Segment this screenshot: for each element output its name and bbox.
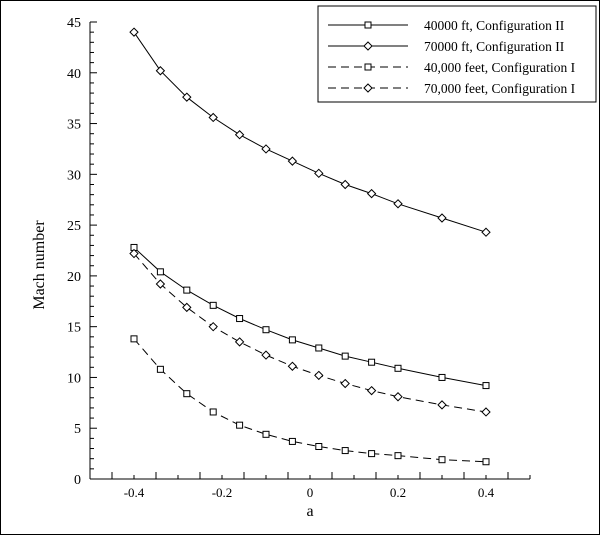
legend-entry-label: 70,000 feet, Configuration I <box>424 81 576 96</box>
y-tick-label: 10 <box>67 371 81 386</box>
data-point-diamond <box>234 337 245 347</box>
data-point-square <box>394 452 402 460</box>
data-point-square <box>156 268 164 276</box>
data-point-square <box>236 421 244 429</box>
legend-entry-label: 40000 ft, Configuration II <box>424 18 565 33</box>
data-point-diamond <box>155 279 166 289</box>
legend-entry-label: 70000 ft, Configuration II <box>424 39 565 54</box>
y-tick-label: 0 <box>74 473 81 488</box>
data-point-square <box>341 447 349 455</box>
data-point-square <box>364 21 372 29</box>
data-point-diamond <box>340 179 350 190</box>
data-point-square <box>130 335 138 343</box>
data-point-square <box>341 352 349 360</box>
data-point-square <box>288 336 296 344</box>
data-point-square <box>262 430 270 438</box>
data-point-square <box>364 63 372 71</box>
data-point-square <box>183 390 191 398</box>
data-point-square <box>394 364 402 372</box>
y-tick-label: 40 <box>67 67 81 82</box>
y-tick-label: 45 <box>67 16 81 31</box>
x-tick-label: 0 <box>307 485 314 500</box>
y-tick-label: 35 <box>67 118 81 133</box>
data-point-diamond <box>363 83 373 93</box>
y-tick-label: 30 <box>67 168 81 183</box>
x-tick-label: -0.2 <box>212 485 233 500</box>
data-point-square <box>368 450 376 458</box>
data-point-diamond <box>481 227 491 237</box>
axes: -0.4 -0.2 0 0.2 0.4 0 5 10 15 20 25 30 35 40 45 <box>67 16 531 500</box>
data-point-diamond <box>437 400 447 410</box>
data-point-diamond <box>340 378 350 389</box>
data-point-diamond <box>314 370 324 381</box>
data-point-square <box>315 443 323 451</box>
x-tick-label: 0.4 <box>478 485 495 500</box>
data-point-square <box>262 326 270 334</box>
legend: 40000 ft, Configuration II 70000 ft, Conf… <box>317 5 597 103</box>
y-tick-label: 5 <box>74 422 81 437</box>
series-3 <box>130 335 490 466</box>
series-line <box>133 247 487 387</box>
data-point-square <box>209 301 217 309</box>
data-point-diamond <box>182 302 192 313</box>
y-tick-label: 20 <box>67 270 81 285</box>
data-point-diamond <box>363 41 373 51</box>
y-axis-label: Mach number <box>31 220 48 310</box>
data-point-diamond <box>393 392 403 402</box>
data-point-diamond <box>155 66 166 76</box>
data-point-square <box>438 373 446 381</box>
data-point-diamond <box>182 92 192 102</box>
series-line <box>133 253 487 413</box>
data-point-diamond <box>261 350 271 360</box>
data-point-diamond <box>234 130 245 140</box>
data-point-diamond <box>314 168 324 179</box>
data-point-diamond <box>261 144 271 154</box>
data-point-diamond <box>393 199 403 209</box>
legend-entry-label: 40,000 feet, Configuration I <box>424 60 576 75</box>
x-tick-label: 0.2 <box>390 485 406 500</box>
series-2 <box>129 27 491 237</box>
series-4 <box>129 248 491 417</box>
data-point-square <box>482 458 490 466</box>
data-point-diamond <box>481 407 491 417</box>
series-1 <box>130 243 490 390</box>
data-point-diamond <box>366 385 377 396</box>
legend-box <box>317 5 597 103</box>
data-point-square <box>288 437 296 445</box>
series-line <box>133 338 487 463</box>
data-point-square <box>438 456 446 464</box>
data-point-diamond <box>129 248 139 259</box>
data-point-square <box>482 382 490 390</box>
y-tick-label: 15 <box>67 321 81 336</box>
plot-marks <box>129 27 491 466</box>
data-point-diamond <box>437 213 447 223</box>
data-point-diamond <box>287 361 298 371</box>
data-point-square <box>368 358 376 366</box>
x-axis-label: a <box>306 503 313 520</box>
data-point-square <box>183 286 191 294</box>
data-point-square <box>209 408 217 416</box>
data-point-square <box>315 344 323 352</box>
data-point-diamond <box>287 156 298 166</box>
y-tick-label: 25 <box>67 219 81 234</box>
data-point-square <box>156 365 164 373</box>
data-point-diamond <box>366 188 377 199</box>
data-point-diamond <box>129 27 139 37</box>
x-tick-label: -0.4 <box>124 485 145 500</box>
data-point-diamond <box>208 112 218 123</box>
data-point-diamond <box>208 321 218 332</box>
data-point-square <box>236 315 244 323</box>
